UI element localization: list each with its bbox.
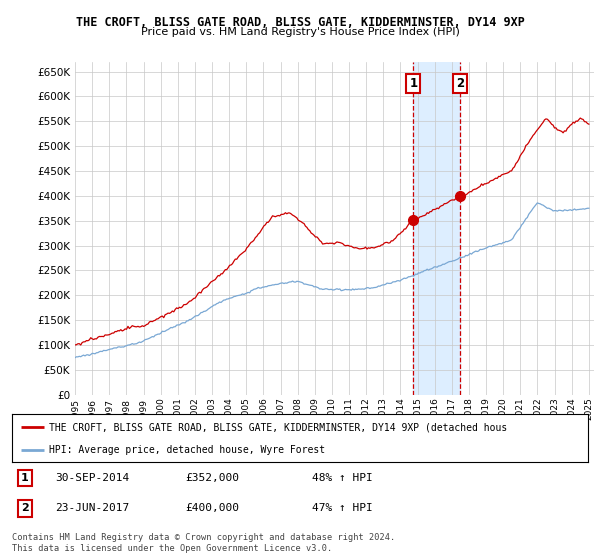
Text: 48% ↑ HPI: 48% ↑ HPI <box>311 473 372 483</box>
Text: 30-SEP-2014: 30-SEP-2014 <box>55 473 130 483</box>
Text: Price paid vs. HM Land Registry's House Price Index (HPI): Price paid vs. HM Land Registry's House … <box>140 27 460 37</box>
Text: 2: 2 <box>457 77 464 90</box>
Text: 47% ↑ HPI: 47% ↑ HPI <box>311 503 372 514</box>
Text: HPI: Average price, detached house, Wyre Forest: HPI: Average price, detached house, Wyre… <box>49 445 326 455</box>
Text: £352,000: £352,000 <box>185 473 239 483</box>
Text: £400,000: £400,000 <box>185 503 239 514</box>
Text: 1: 1 <box>21 473 29 483</box>
Text: 23-JUN-2017: 23-JUN-2017 <box>55 503 130 514</box>
Text: 2: 2 <box>21 503 29 514</box>
Text: THE CROFT, BLISS GATE ROAD, BLISS GATE, KIDDERMINSTER, DY14 9XP (detached hous: THE CROFT, BLISS GATE ROAD, BLISS GATE, … <box>49 422 508 432</box>
Bar <box>413 62 460 395</box>
Text: Contains HM Land Registry data © Crown copyright and database right 2024.
This d: Contains HM Land Registry data © Crown c… <box>12 533 395 553</box>
Text: THE CROFT, BLISS GATE ROAD, BLISS GATE, KIDDERMINSTER, DY14 9XP: THE CROFT, BLISS GATE ROAD, BLISS GATE, … <box>76 16 524 29</box>
Text: 1: 1 <box>409 77 418 90</box>
